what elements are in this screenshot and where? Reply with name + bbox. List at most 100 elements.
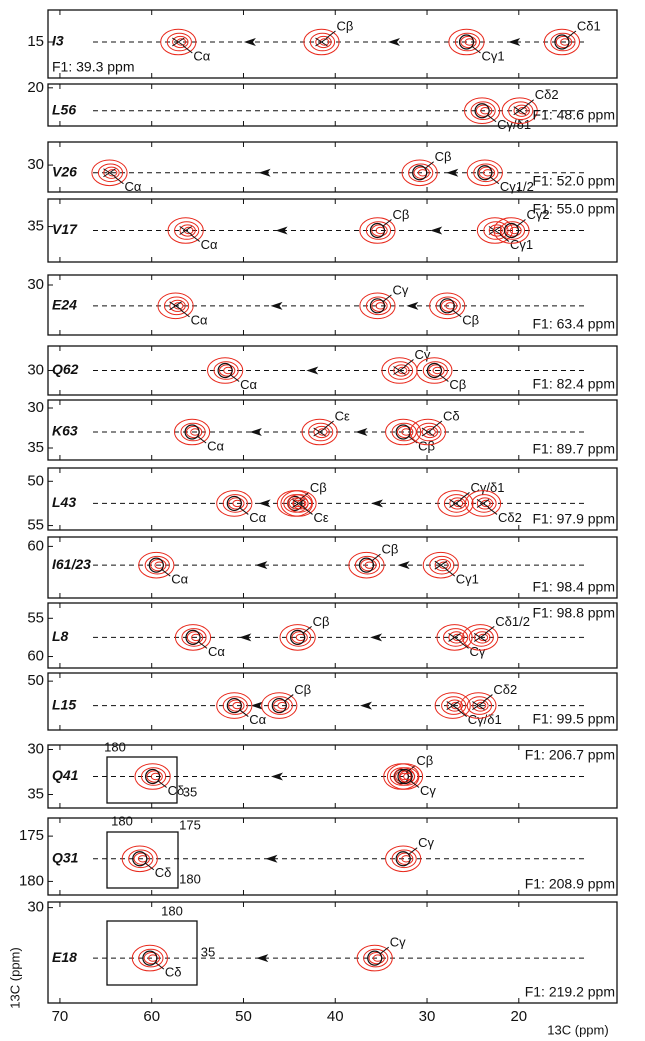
- arrowhead: [306, 367, 318, 375]
- strip-name: I3: [52, 33, 64, 49]
- y-tick-label: 35: [27, 439, 44, 456]
- peak-label: Cδ: [165, 965, 182, 980]
- x-tick-label: 70: [52, 1008, 69, 1025]
- strip-name: E18: [52, 949, 77, 965]
- strip-name: Q31: [52, 849, 79, 865]
- peak-label: Cδ2: [493, 682, 517, 697]
- arrowhead: [251, 702, 263, 710]
- peak-label: Cα: [193, 48, 210, 63]
- x-tick-label: 30: [419, 1008, 436, 1025]
- arrowhead: [271, 302, 283, 310]
- peak-label: Cβ: [310, 480, 327, 495]
- peak-label: Cδ: [168, 783, 185, 798]
- f1-label: F1: 98.4 ppm: [533, 579, 616, 595]
- f1-label: F1: 82.4 ppm: [533, 376, 616, 392]
- peak-label: Cα: [208, 644, 225, 659]
- y-tick-label: 30: [27, 276, 44, 293]
- arrowhead: [244, 38, 256, 46]
- peak-label: Cα: [201, 237, 218, 252]
- f1-label: F1: 52.0 ppm: [533, 173, 616, 189]
- peak-label: Cγ: [414, 347, 430, 362]
- strip-name: L15: [52, 696, 76, 712]
- peak-label: Cβ: [392, 207, 409, 222]
- peak-label: Cδ: [443, 408, 460, 423]
- f1-label: F1: 206.7 ppm: [525, 747, 615, 763]
- strip-name: I61/23: [52, 556, 91, 572]
- peak-label: Cε: [314, 510, 329, 525]
- peak-label: Cβ: [449, 377, 466, 392]
- y-tick-label: 50: [27, 672, 44, 689]
- y-tick-label: 30: [27, 899, 44, 916]
- strip-name: L8: [52, 628, 69, 644]
- y-tick-label: 60: [27, 647, 44, 664]
- arrowhead: [398, 561, 410, 569]
- peak-label: Cδ2: [535, 87, 559, 102]
- peak-label: Cβ: [462, 312, 479, 327]
- y-tick-label: 15: [27, 33, 44, 50]
- strip-name: V17: [52, 221, 78, 237]
- arrowhead: [370, 633, 382, 641]
- peak-label: Cε: [335, 408, 350, 423]
- peak-label: Cβ: [381, 542, 398, 557]
- f1-label: F1: 98.8 ppm: [533, 605, 616, 621]
- strip-name: Q41: [52, 767, 79, 783]
- inset-tick-label: 175: [179, 817, 201, 832]
- f1-label: F1: 55.0 ppm: [533, 201, 616, 217]
- f1-label: F1: 99.5 ppm: [533, 711, 616, 727]
- peak-label: Cβ: [416, 753, 433, 768]
- peak: [168, 218, 203, 244]
- arrowhead: [360, 702, 372, 710]
- y-tick-label: 180: [19, 872, 44, 889]
- peak-label: Cβ: [336, 18, 353, 33]
- y-tick-label: 30: [27, 399, 44, 416]
- strip-name: L43: [52, 494, 76, 510]
- arrowhead: [250, 428, 262, 436]
- peak-label: Cδ: [155, 865, 172, 880]
- peak-label: Cα: [124, 179, 141, 194]
- peak-label: Cα: [207, 438, 224, 453]
- inset-tick-label: 180: [104, 739, 126, 754]
- peak-label: Cγ1/2: [500, 179, 534, 194]
- peak-label: Cα: [171, 572, 188, 587]
- f1-label: F1: 39.3 ppm: [52, 59, 135, 75]
- strip-name: K63: [52, 423, 78, 439]
- x-axis-label: 13C (ppm): [547, 1022, 608, 1037]
- y-tick-label: 35: [27, 218, 44, 235]
- inset-tick-label: 180: [111, 813, 133, 828]
- inset-tick-label: 35: [201, 944, 215, 959]
- f1-label: F1: 219.2 ppm: [525, 984, 615, 1000]
- arrowhead: [430, 227, 442, 235]
- inset-tick-label: 35: [183, 784, 197, 799]
- y-tick-label: 50: [27, 472, 44, 489]
- peak-label: Cγ: [420, 783, 436, 798]
- peak-label: Cδ1/2: [495, 614, 530, 629]
- arrowhead: [388, 38, 400, 46]
- peak-label: Cα: [240, 377, 257, 392]
- y-tick-label: 30: [27, 740, 44, 757]
- peak-label: Cγ1: [456, 572, 479, 587]
- inset-tick-label: 180: [179, 871, 201, 886]
- peak-label: Cγ1: [481, 48, 504, 63]
- peak-label: Cβ: [294, 682, 311, 697]
- peak-label: Cγ/δ1: [497, 117, 531, 132]
- x-tick-label: 50: [235, 1008, 252, 1025]
- peak-label: Cα: [191, 312, 208, 327]
- y-tick-label: 55: [27, 609, 44, 626]
- peak-label: Cδ1: [577, 18, 601, 33]
- peak-label: Cα: [249, 510, 266, 525]
- y-tick-label: 60: [27, 537, 44, 554]
- arrowhead: [406, 302, 418, 310]
- peak: [410, 419, 445, 445]
- y-tick-label: 30: [27, 156, 44, 173]
- arrowhead: [271, 773, 283, 781]
- peak-label: Cδ2: [498, 510, 522, 525]
- peak-label: Cγ/δ1: [470, 480, 504, 495]
- f1-label: F1: 89.7 ppm: [533, 441, 616, 457]
- y-tick-label: 20: [27, 79, 44, 96]
- peak-label: Cβ: [435, 149, 452, 164]
- inset-tick-label: 180: [161, 903, 183, 918]
- figure: 13C (ppm) 13C (ppm) 15I3CαCβCγ1Cδ1F1: 39…: [0, 0, 645, 1041]
- y-tick-label: 30: [27, 361, 44, 378]
- peak-label: Cγ: [390, 935, 406, 950]
- peak-label: Cβ: [313, 614, 330, 629]
